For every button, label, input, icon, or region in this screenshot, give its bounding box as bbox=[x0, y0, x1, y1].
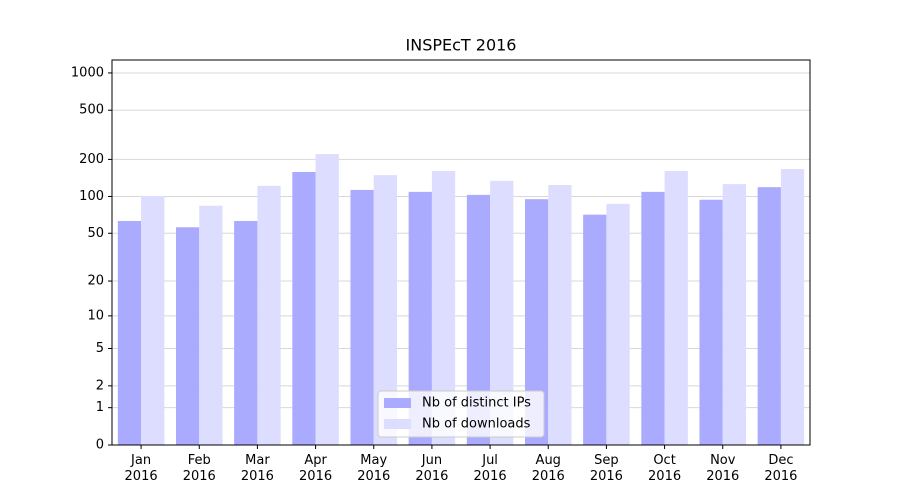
y-tick-label: 50 bbox=[87, 226, 104, 241]
bar bbox=[641, 191, 665, 445]
bar bbox=[350, 189, 374, 445]
bar bbox=[490, 180, 514, 445]
x-tick-label: Oct 2016 bbox=[648, 453, 682, 484]
bar bbox=[234, 221, 258, 445]
bar bbox=[117, 221, 142, 445]
y-tick-label: 10 bbox=[87, 308, 104, 323]
bar bbox=[175, 227, 200, 445]
x-tick-label: Nov 2016 bbox=[706, 453, 740, 484]
grid bbox=[112, 72, 810, 446]
y-tick-label: 1 bbox=[96, 400, 104, 415]
bar bbox=[548, 184, 572, 445]
bar bbox=[141, 195, 165, 445]
legend: Nb of distinct IPs Nb of downloads bbox=[377, 390, 545, 438]
x-tick-label: Aug 2016 bbox=[531, 453, 565, 484]
bar bbox=[292, 172, 316, 445]
x-tick-label: Sep 2016 bbox=[589, 453, 623, 484]
bar bbox=[257, 185, 281, 446]
x-tick-label: Dec 2016 bbox=[764, 453, 798, 484]
bar bbox=[466, 194, 491, 445]
y-tick-label: 5 bbox=[96, 341, 104, 356]
y-tick-label: 1000 bbox=[71, 65, 104, 80]
y-tick-label: 2 bbox=[96, 378, 104, 393]
bar bbox=[408, 191, 432, 445]
bar bbox=[315, 154, 339, 445]
chart-title: INSPEcT 2016 bbox=[406, 36, 517, 55]
bar bbox=[431, 171, 456, 445]
bar bbox=[373, 175, 398, 445]
y-tick-label: 20 bbox=[87, 274, 104, 289]
bar bbox=[757, 187, 781, 445]
y-tick-label: 200 bbox=[79, 152, 104, 167]
bar bbox=[524, 199, 549, 445]
y-tick-label: 100 bbox=[79, 189, 104, 204]
legend-swatch bbox=[384, 419, 411, 429]
x-tick-label: May 2016 bbox=[357, 453, 391, 484]
legend-label: Nb of distinct IPs bbox=[422, 396, 531, 411]
bar bbox=[583, 214, 607, 445]
x-tick-label: Apr 2016 bbox=[299, 453, 333, 484]
x-tick-label: Jul 2016 bbox=[473, 453, 507, 484]
plot-frame bbox=[111, 59, 811, 446]
x-tick-label: Jun 2016 bbox=[415, 453, 449, 484]
x-tick-label: Jan 2016 bbox=[124, 453, 158, 484]
legend-swatch bbox=[384, 398, 411, 408]
x-tick-label: Feb 2016 bbox=[182, 453, 216, 484]
y-tick-label: 0 bbox=[96, 438, 104, 453]
bar bbox=[780, 169, 805, 445]
legend-label: Nb of downloads bbox=[422, 417, 531, 432]
bar bbox=[664, 171, 688, 445]
x-tick-label: Mar 2016 bbox=[240, 453, 274, 484]
y-tick-label: 500 bbox=[79, 103, 104, 118]
bar bbox=[722, 184, 747, 445]
bar bbox=[606, 203, 630, 445]
bar bbox=[199, 205, 223, 445]
legend-box bbox=[377, 390, 545, 438]
bar bbox=[699, 199, 723, 445]
